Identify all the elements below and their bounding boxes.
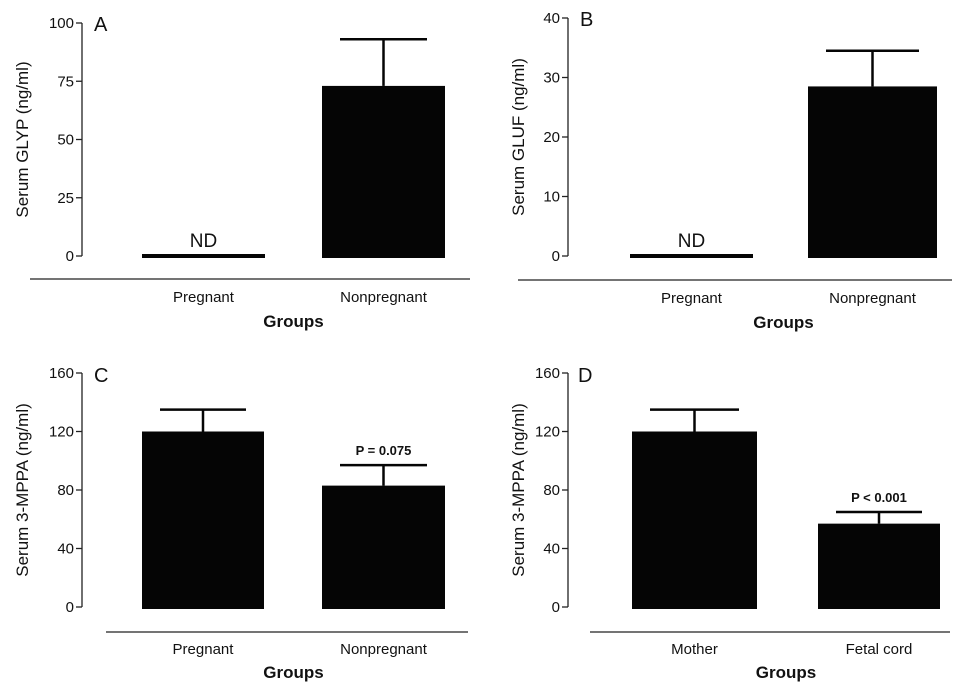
y-tick-label: 0: [552, 248, 560, 265]
y-tick-label: 40: [543, 10, 560, 27]
nd-label: ND: [190, 231, 217, 252]
nd-label: ND: [678, 231, 705, 252]
y-tick-label: 120: [535, 424, 560, 441]
x-category-label: Nonpregnant: [340, 641, 428, 658]
y-tick-label: 75: [57, 73, 74, 90]
y-tick-label: 0: [552, 599, 560, 616]
x-axis-label: Groups: [263, 663, 323, 682]
y-tick-label: 160: [535, 365, 560, 382]
p-value-annotation: P = 0.075: [356, 443, 412, 458]
panel-letter: C: [94, 365, 108, 387]
bar: [808, 86, 937, 258]
y-tick-label: 0: [66, 248, 74, 265]
panel-a: A 0 25 50 75 100 Serum GLYP (ng/ml) ND Pregnant N…: [13, 14, 470, 331]
bar: [322, 85, 445, 258]
y-tick-label: 80: [543, 482, 560, 499]
y-tick-label: 120: [49, 424, 74, 441]
y-axis-label: Serum 3-MPPA (ng/ml): [13, 403, 32, 577]
y-tick-label: 40: [543, 541, 560, 558]
x-category-label: Nonpregnant: [340, 289, 428, 306]
p-value-annotation: P < 0.001: [851, 490, 907, 505]
x-axis-label: Groups: [753, 313, 813, 332]
x-category-label: Pregnant: [173, 289, 235, 306]
bar: [632, 431, 757, 609]
panel-b: B 0 10 20 30 40 Serum GLUF (ng/ml) ND Pregnant No…: [509, 9, 952, 332]
y-tick-label: 40: [57, 541, 74, 558]
bar: [322, 485, 445, 609]
y-tick-label: 25: [57, 190, 74, 207]
x-category-label: Mother: [671, 641, 718, 658]
y-axis-label: Serum GLUF (ng/ml): [509, 58, 528, 216]
bar: [142, 254, 265, 258]
x-category-label: Fetal cord: [846, 641, 913, 658]
y-tick-label: 0: [66, 599, 74, 616]
bar: [630, 254, 753, 258]
y-tick-label: 100: [49, 15, 74, 32]
x-axis-label: Groups: [263, 312, 323, 331]
y-axis-label: Serum GLYP (ng/ml): [13, 61, 32, 217]
panel-letter: A: [94, 14, 108, 36]
y-tick-label: 50: [57, 132, 74, 149]
y-tick-label: 20: [543, 129, 560, 146]
panel-c: C 0 40 80 120 160 Serum 3-MPPA (ng/ml) Pregnant…: [13, 365, 468, 682]
bar: [818, 523, 940, 609]
x-category-label: Pregnant: [661, 290, 723, 307]
bar: [142, 431, 264, 609]
y-tick-label: 80: [57, 482, 74, 499]
y-tick-label: 160: [49, 365, 74, 382]
y-axis-label: Serum 3-MPPA (ng/ml): [509, 403, 528, 577]
panel-d: D 0 40 80 120 160 Serum 3-MPPA (ng/ml) Mother P …: [509, 365, 950, 682]
panel-letter: B: [580, 9, 593, 31]
panel-letter: D: [578, 365, 592, 387]
y-tick-label: 10: [543, 189, 560, 206]
y-tick-label: 30: [543, 70, 560, 87]
x-axis-label: Groups: [756, 663, 816, 682]
x-category-label: Nonpregnant: [829, 290, 917, 307]
x-category-label: Pregnant: [173, 641, 235, 658]
